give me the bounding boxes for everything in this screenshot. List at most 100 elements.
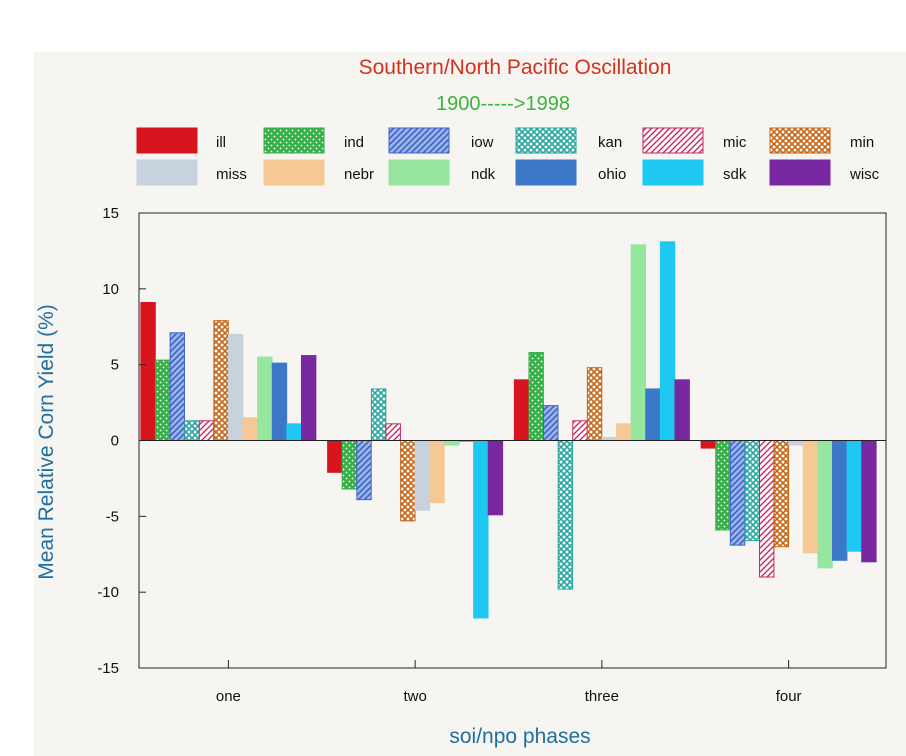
legend-swatch-mic (642, 127, 704, 154)
bar-mic-two (385, 423, 401, 442)
bar-sdk-three (659, 241, 676, 441)
y-tick-label: 15 (102, 205, 119, 222)
bar-nebr-four (802, 440, 819, 554)
legend-item-ohio: ohio (515, 159, 626, 186)
bar-mic-four (759, 440, 775, 578)
y-tick-label: -10 (97, 584, 119, 601)
bar-kan-one (184, 420, 200, 441)
bar-kan-three (557, 440, 574, 590)
bar-miss-four (788, 440, 804, 446)
bar-ndk-four (817, 440, 833, 569)
bar-ind-four (715, 440, 731, 531)
x-tick-label-four: four (776, 688, 802, 705)
legend-label-miss: miss (216, 166, 247, 183)
bar-sdk-one (286, 423, 302, 442)
x-tick-label-three: three (585, 688, 619, 705)
bar-ndk-one (257, 356, 273, 442)
legend-swatch-nebr (263, 159, 325, 186)
legend-swatch-min (769, 127, 831, 154)
legend-label-min: min (850, 134, 874, 151)
legend-item-sdk: sdk (642, 159, 747, 186)
legend-label-ndk: ndk (471, 166, 496, 183)
bar-nebr-three (616, 423, 632, 442)
bar-ill-three (513, 379, 530, 442)
bar-iow-four (729, 440, 746, 546)
legend: ill ind iow kan mic min miss nebr ndk ohio sdk wisc (136, 127, 880, 186)
legend-item-ind: ind (263, 127, 364, 154)
y-tick-label: 0 (111, 433, 119, 450)
legend-label-ind: ind (344, 134, 364, 151)
bar-wisc-two (487, 440, 504, 516)
legend-item-ndk: ndk (388, 159, 496, 186)
legend-swatch-kan (515, 127, 577, 154)
chart-title: Southern/North Pacific Oscillation (359, 56, 672, 79)
bar-iow-three (543, 405, 559, 442)
axes: 15 10 5 0 -5 -10 -15 one two three four (97, 205, 886, 705)
x-tick-label-two: two (403, 688, 426, 705)
bar-ohio-four (832, 440, 848, 561)
bar-ind-two (341, 440, 358, 490)
legend-label-ohio: ohio (598, 166, 626, 183)
y-tick-label: 5 (111, 357, 119, 374)
bar-ndk-two (443, 440, 460, 446)
bar-ind-one (154, 359, 171, 441)
bar-nebr-one (242, 417, 258, 441)
bar-sdk-two (473, 440, 489, 619)
bar-miss-two (414, 440, 431, 511)
legend-swatch-sdk (642, 159, 704, 186)
x-tick-label-one: one (216, 688, 241, 705)
legend-label-kan: kan (598, 134, 622, 151)
bar-mic-three (572, 420, 588, 441)
x-axis-title: soi/npo phases (449, 725, 590, 748)
legend-item-min: min (769, 127, 874, 154)
chart-subtitle: 1900----->1998 (436, 93, 570, 115)
bar-nebr-two (429, 440, 445, 504)
legend-item-ill: ill (136, 127, 226, 154)
bar-ill-two (327, 440, 343, 473)
legend-swatch-miss (136, 159, 198, 186)
bar-min-one (213, 320, 229, 441)
legend-item-kan: kan (515, 127, 622, 154)
bar-ohio-one (271, 362, 288, 441)
legend-swatch-wisc (769, 159, 831, 186)
bar-wisc-four (861, 440, 877, 563)
bars (140, 241, 877, 619)
legend-item-iow: iow (388, 127, 494, 154)
bar-min-four (773, 440, 790, 548)
bar-iow-two (356, 440, 372, 501)
legend-label-mic: mic (723, 134, 747, 151)
legend-item-wisc: wisc (769, 159, 880, 186)
bar-min-three (586, 367, 603, 442)
legend-label-nebr: nebr (344, 166, 374, 183)
bar-min-two (400, 440, 416, 522)
y-tick-label: -15 (97, 660, 119, 677)
legend-label-wisc: wisc (849, 166, 880, 183)
legend-item-mic: mic (642, 127, 747, 154)
legend-label-ill: ill (216, 134, 226, 151)
bar-wisc-three (674, 379, 690, 442)
bar-kan-two (370, 388, 387, 441)
legend-label-sdk: sdk (723, 166, 747, 183)
legend-swatch-ohio (515, 159, 577, 186)
bar-ill-four (700, 440, 717, 449)
bar-wisc-one (300, 355, 317, 442)
y-axis-title: Mean Relative Corn Yield (%) (35, 304, 58, 579)
bar-miss-one (227, 333, 244, 442)
legend-swatch-iow (388, 127, 450, 154)
legend-swatch-ill (136, 127, 198, 154)
legend-swatch-ndk (388, 159, 450, 186)
bar-ill-one (140, 301, 156, 441)
bar-ohio-three (645, 388, 661, 441)
legend-item-miss: miss (136, 159, 247, 186)
bar-ndk-three (630, 244, 647, 441)
legend-swatch-ind (263, 127, 325, 154)
y-tick-label: 10 (102, 281, 119, 298)
bar-mic-one (198, 420, 215, 441)
y-tick-label: -5 (106, 508, 119, 525)
bar-kan-four (744, 440, 760, 542)
bar-iow-one (169, 332, 185, 442)
bar-sdk-four (846, 440, 863, 552)
bar-ind-three (528, 352, 544, 441)
